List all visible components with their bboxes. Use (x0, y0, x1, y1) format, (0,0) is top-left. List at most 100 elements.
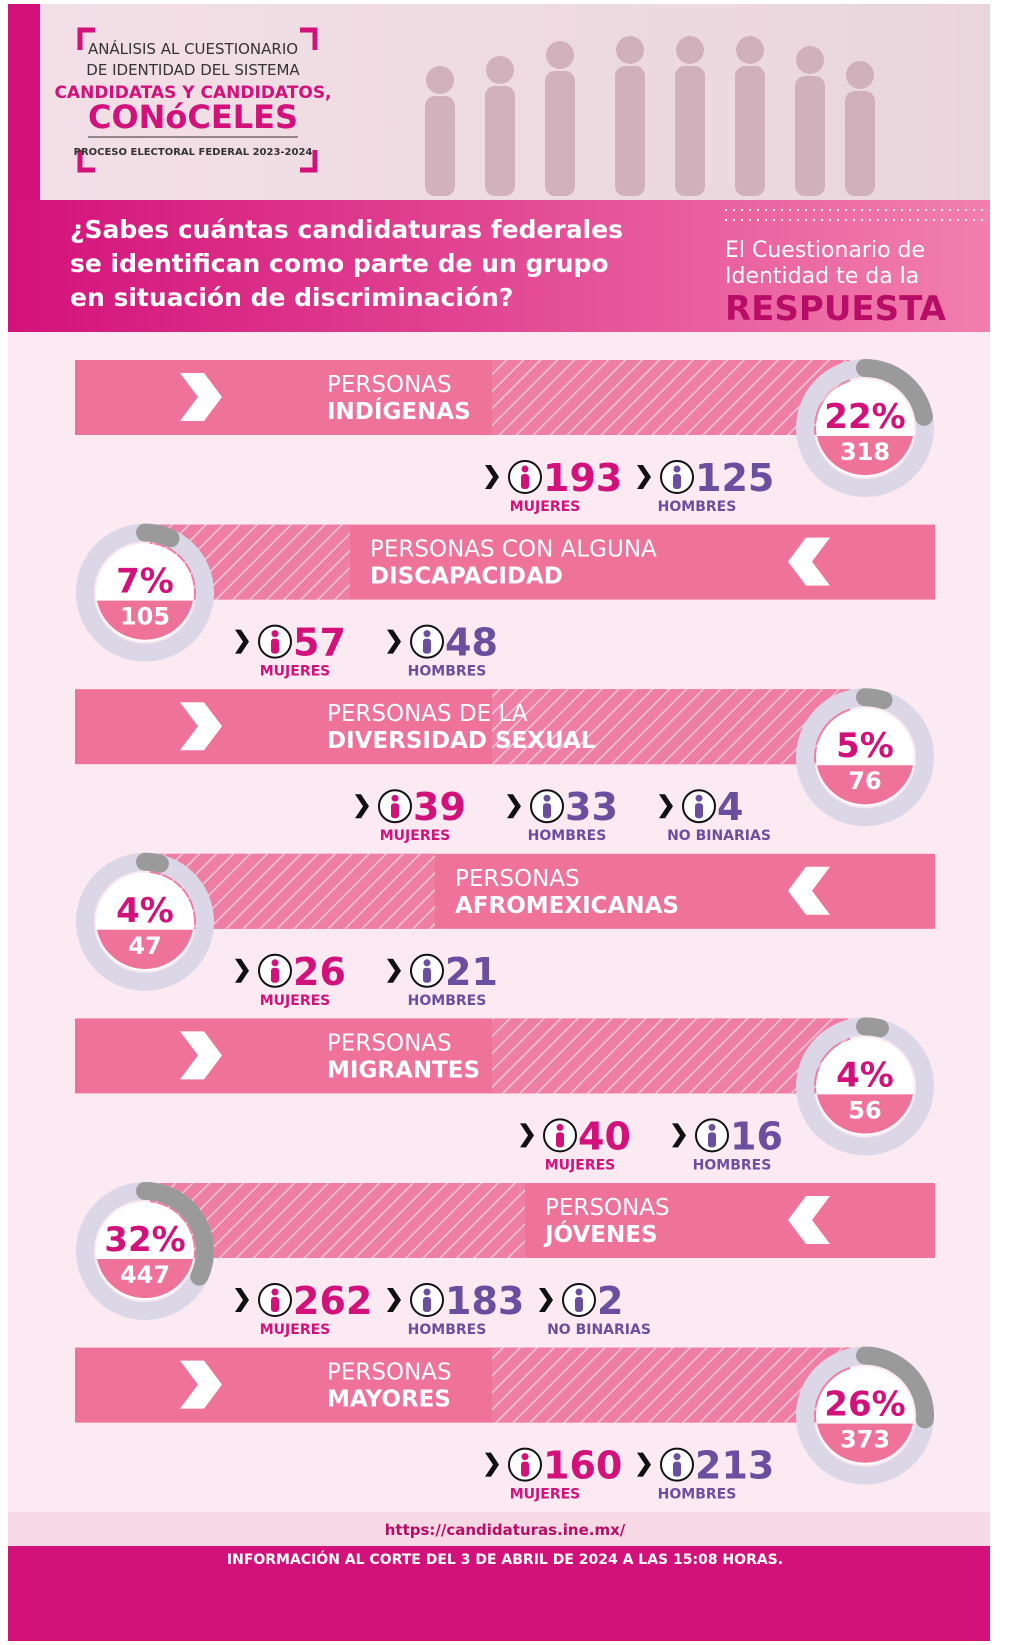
group-title: PERSONAS CON ALGUNA (370, 537, 657, 563)
answer: El Cuestionario de (725, 238, 925, 263)
person-body (556, 1132, 564, 1148)
bar-hatch (492, 360, 850, 435)
photo-people (425, 36, 875, 196)
question: se identifican como parte de un grupo (70, 249, 609, 278)
stat-label: NO BINARIAS (667, 828, 771, 844)
footer-note: INFORMACIÓN AL CORTE DEL 3 DE ABRIL DE 2… (227, 1550, 783, 1568)
stat-label: MUJERES (260, 664, 331, 680)
ring-arc (796, 1346, 934, 1485)
stat-arrow (507, 794, 521, 819)
person-head (556, 1123, 564, 1131)
ring-lower (817, 1094, 913, 1134)
total-count: 56 (848, 1096, 881, 1124)
person-body (543, 803, 551, 819)
stat-arrow (355, 794, 369, 819)
group-title: JÓVENES (543, 1220, 658, 1248)
person-body (708, 1132, 716, 1148)
person-body (423, 1297, 431, 1312)
group-title: DIVERSIDAD SEXUAL (327, 728, 596, 754)
group-title: MAYORES (327, 1387, 451, 1413)
stat-arrow (235, 1288, 249, 1312)
chevron (788, 537, 830, 586)
percent-label: 5% (836, 726, 894, 766)
chevron (180, 373, 222, 421)
group-title: PERSONAS DE LA (327, 701, 528, 727)
percent-label: 32% (104, 1220, 185, 1260)
group-title: PERSONAS (327, 372, 452, 398)
stat-arrow (672, 1123, 686, 1148)
stat-arrow (485, 465, 499, 489)
bar-hatch (492, 689, 850, 765)
person-head (695, 794, 703, 802)
stat-arrow (235, 958, 249, 983)
header-line: PROCESO ELECTORAL FEDERAL 2023-2024 (74, 147, 313, 158)
header-line: CANDIDATAS Y CANDIDATOS, (54, 83, 331, 103)
group-title: DISCAPACIDAD (370, 564, 563, 590)
total-count: 47 (128, 932, 161, 960)
person-body (271, 638, 279, 654)
stat-label: HOMBRES (408, 993, 487, 1009)
ring-arc (796, 1017, 934, 1156)
answer-emphasis: RESPUESTA (725, 289, 947, 329)
total-count: 76 (848, 767, 881, 795)
chevron (180, 1360, 222, 1409)
person-head (271, 1288, 279, 1296)
ring-lower (97, 929, 193, 969)
stat-value: 26 (293, 950, 346, 994)
group-title: PERSONAS (455, 866, 580, 892)
group-title: PERSONAS (327, 1030, 452, 1056)
stat-value: 4 (717, 785, 743, 829)
person-head (521, 1453, 529, 1461)
chevron (788, 1196, 830, 1244)
person-body (575, 1297, 583, 1312)
question: ¿Sabes cuántas candidaturas federales (70, 215, 623, 244)
ring-arc (76, 523, 214, 662)
ring-arc (76, 852, 214, 991)
ring-arc (796, 688, 934, 827)
ring-lower (817, 765, 913, 805)
stat-arrow (637, 1452, 651, 1477)
person-head (423, 1288, 431, 1296)
person-head (708, 1123, 716, 1131)
chevron (788, 866, 830, 915)
stat-value: 160 (543, 1444, 622, 1488)
person-head (543, 794, 551, 802)
stat-value: 193 (543, 456, 622, 500)
person-body (673, 1461, 681, 1477)
total-count: 447 (120, 1261, 170, 1289)
stat-arrow (485, 1452, 499, 1477)
total-count: 105 (120, 603, 170, 631)
person-body (521, 474, 529, 489)
url-bar (8, 1512, 990, 1546)
stat-label: MUJERES (510, 499, 581, 515)
person-head (673, 1453, 681, 1461)
answer: Identidad te da la (725, 264, 919, 289)
ring-lower (97, 600, 193, 640)
stat-arrow (637, 465, 651, 489)
header-brand: CONóCELES (88, 98, 298, 136)
stat-label: HOMBRES (408, 664, 487, 680)
stat-value: 125 (695, 456, 774, 500)
group-title: INDÍGENAS (327, 397, 471, 425)
stat-label: NO BINARIAS (547, 1322, 651, 1338)
header-line: DE IDENTIDAD DEL SISTEMA (86, 61, 300, 79)
person-body (423, 638, 431, 654)
percent-label: 4% (116, 891, 174, 931)
group-title: MIGRANTES (327, 1057, 480, 1083)
ring-lower (97, 1259, 193, 1299)
ring-arc (796, 359, 934, 497)
stat-arrow (387, 629, 401, 654)
side-stripe (8, 4, 40, 200)
group-title: PERSONAS (545, 1195, 670, 1221)
person-body (391, 803, 399, 819)
stat-value: 57 (293, 621, 346, 665)
stat-arrow (659, 794, 673, 819)
person-body (271, 1297, 279, 1312)
stat-label: HOMBRES (693, 1157, 772, 1173)
stat-value: 183 (445, 1279, 524, 1323)
stat-value: 40 (578, 1114, 631, 1158)
stat-label: HOMBRES (658, 1487, 737, 1503)
header-frame (77, 27, 318, 173)
stat-value: 21 (445, 950, 498, 994)
ring-lower (817, 436, 913, 476)
